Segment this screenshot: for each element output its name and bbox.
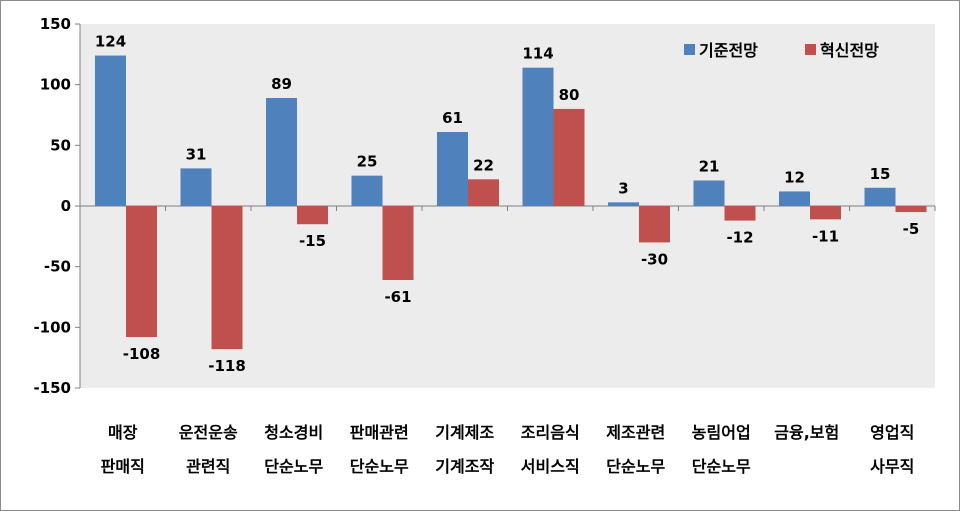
- category-label: 판매직: [101, 457, 145, 476]
- y-tick-label: 100: [40, 76, 71, 94]
- data-label: -12: [726, 229, 753, 247]
- bar-innovation: [553, 108, 585, 206]
- category-label: 농림어업: [692, 423, 751, 442]
- data-label: 114: [522, 45, 553, 63]
- category-label: 서비스직: [521, 457, 580, 476]
- bar-baseline: [351, 175, 383, 206]
- y-tick-label: 150: [40, 15, 71, 33]
- category-label: 제조관련: [606, 423, 665, 442]
- category-label: 기계제조: [435, 423, 494, 442]
- bar-innovation: [468, 179, 499, 206]
- category-label: 기계조작: [435, 457, 494, 476]
- data-label: 61: [442, 109, 463, 127]
- bar-innovation: [382, 206, 414, 281]
- data-label: -118: [208, 357, 246, 375]
- bar-baseline: [779, 191, 810, 206]
- y-tick-label: -150: [33, 379, 71, 397]
- bars: [95, 55, 927, 350]
- category-label: 관련직: [186, 457, 230, 476]
- data-label: 22: [473, 156, 494, 174]
- y-tick-label: -100: [33, 318, 71, 336]
- data-label: 89: [271, 75, 292, 93]
- data-label: 25: [357, 153, 378, 171]
- legend-label: 혁신전망: [820, 41, 879, 60]
- category-label: 금융,보험: [774, 423, 839, 442]
- category-label: 영업직: [870, 423, 914, 442]
- data-label: -15: [299, 232, 326, 250]
- bar-innovation: [895, 206, 927, 213]
- data-label: 12: [784, 168, 805, 186]
- category-label: 단순노무: [350, 457, 409, 476]
- data-label: -108: [123, 345, 161, 363]
- bar-baseline: [864, 187, 896, 206]
- data-label: -30: [641, 250, 668, 268]
- data-label: 124: [95, 33, 126, 51]
- legend-swatch: [684, 44, 695, 55]
- legend-swatch: [805, 44, 816, 55]
- category-label: 매장: [108, 423, 138, 442]
- data-label: 31: [186, 145, 207, 163]
- bar-baseline: [180, 168, 212, 206]
- bar-innovation: [639, 206, 670, 243]
- category-label: 조리음식: [521, 423, 580, 442]
- category-label: 사무직: [870, 457, 914, 476]
- legend-label: 기준전망: [699, 41, 758, 60]
- category-label: 단순노무: [606, 457, 665, 476]
- bar-baseline: [95, 55, 126, 207]
- bar-baseline: [437, 131, 468, 206]
- y-tick-label: 0: [61, 197, 71, 215]
- data-label: 15: [870, 165, 891, 183]
- bar-innovation: [297, 206, 328, 225]
- category-label: 청소경비: [264, 423, 323, 442]
- bar-baseline: [522, 67, 554, 207]
- bar-baseline: [608, 202, 639, 206]
- bar-innovation: [724, 206, 756, 221]
- data-label: -11: [812, 227, 839, 245]
- bar-innovation: [126, 206, 157, 338]
- category-label: 운전운송: [179, 423, 238, 442]
- bar-baseline: [266, 98, 297, 206]
- category-label: 단순노무: [692, 457, 751, 476]
- data-labels: 124 31 89 25 61 114 3 21 12 15 -108 -118 -15 -61 22 80 -…: [95, 33, 919, 376]
- y-tick-label: -50: [44, 258, 71, 276]
- bar-innovation: [211, 206, 243, 350]
- data-label: -61: [384, 288, 411, 306]
- legend: 기준전망 혁신전망: [684, 41, 879, 60]
- data-label: 21: [699, 158, 720, 176]
- data-label: 3: [618, 179, 628, 197]
- data-label: -5: [903, 220, 920, 238]
- category-label: 단순노무: [264, 457, 323, 476]
- y-tick-label: 50: [50, 136, 71, 154]
- data-label: 80: [559, 86, 580, 104]
- category-label: 판매관련: [350, 423, 409, 442]
- bar-innovation: [810, 206, 841, 220]
- bar-baseline: [693, 180, 725, 206]
